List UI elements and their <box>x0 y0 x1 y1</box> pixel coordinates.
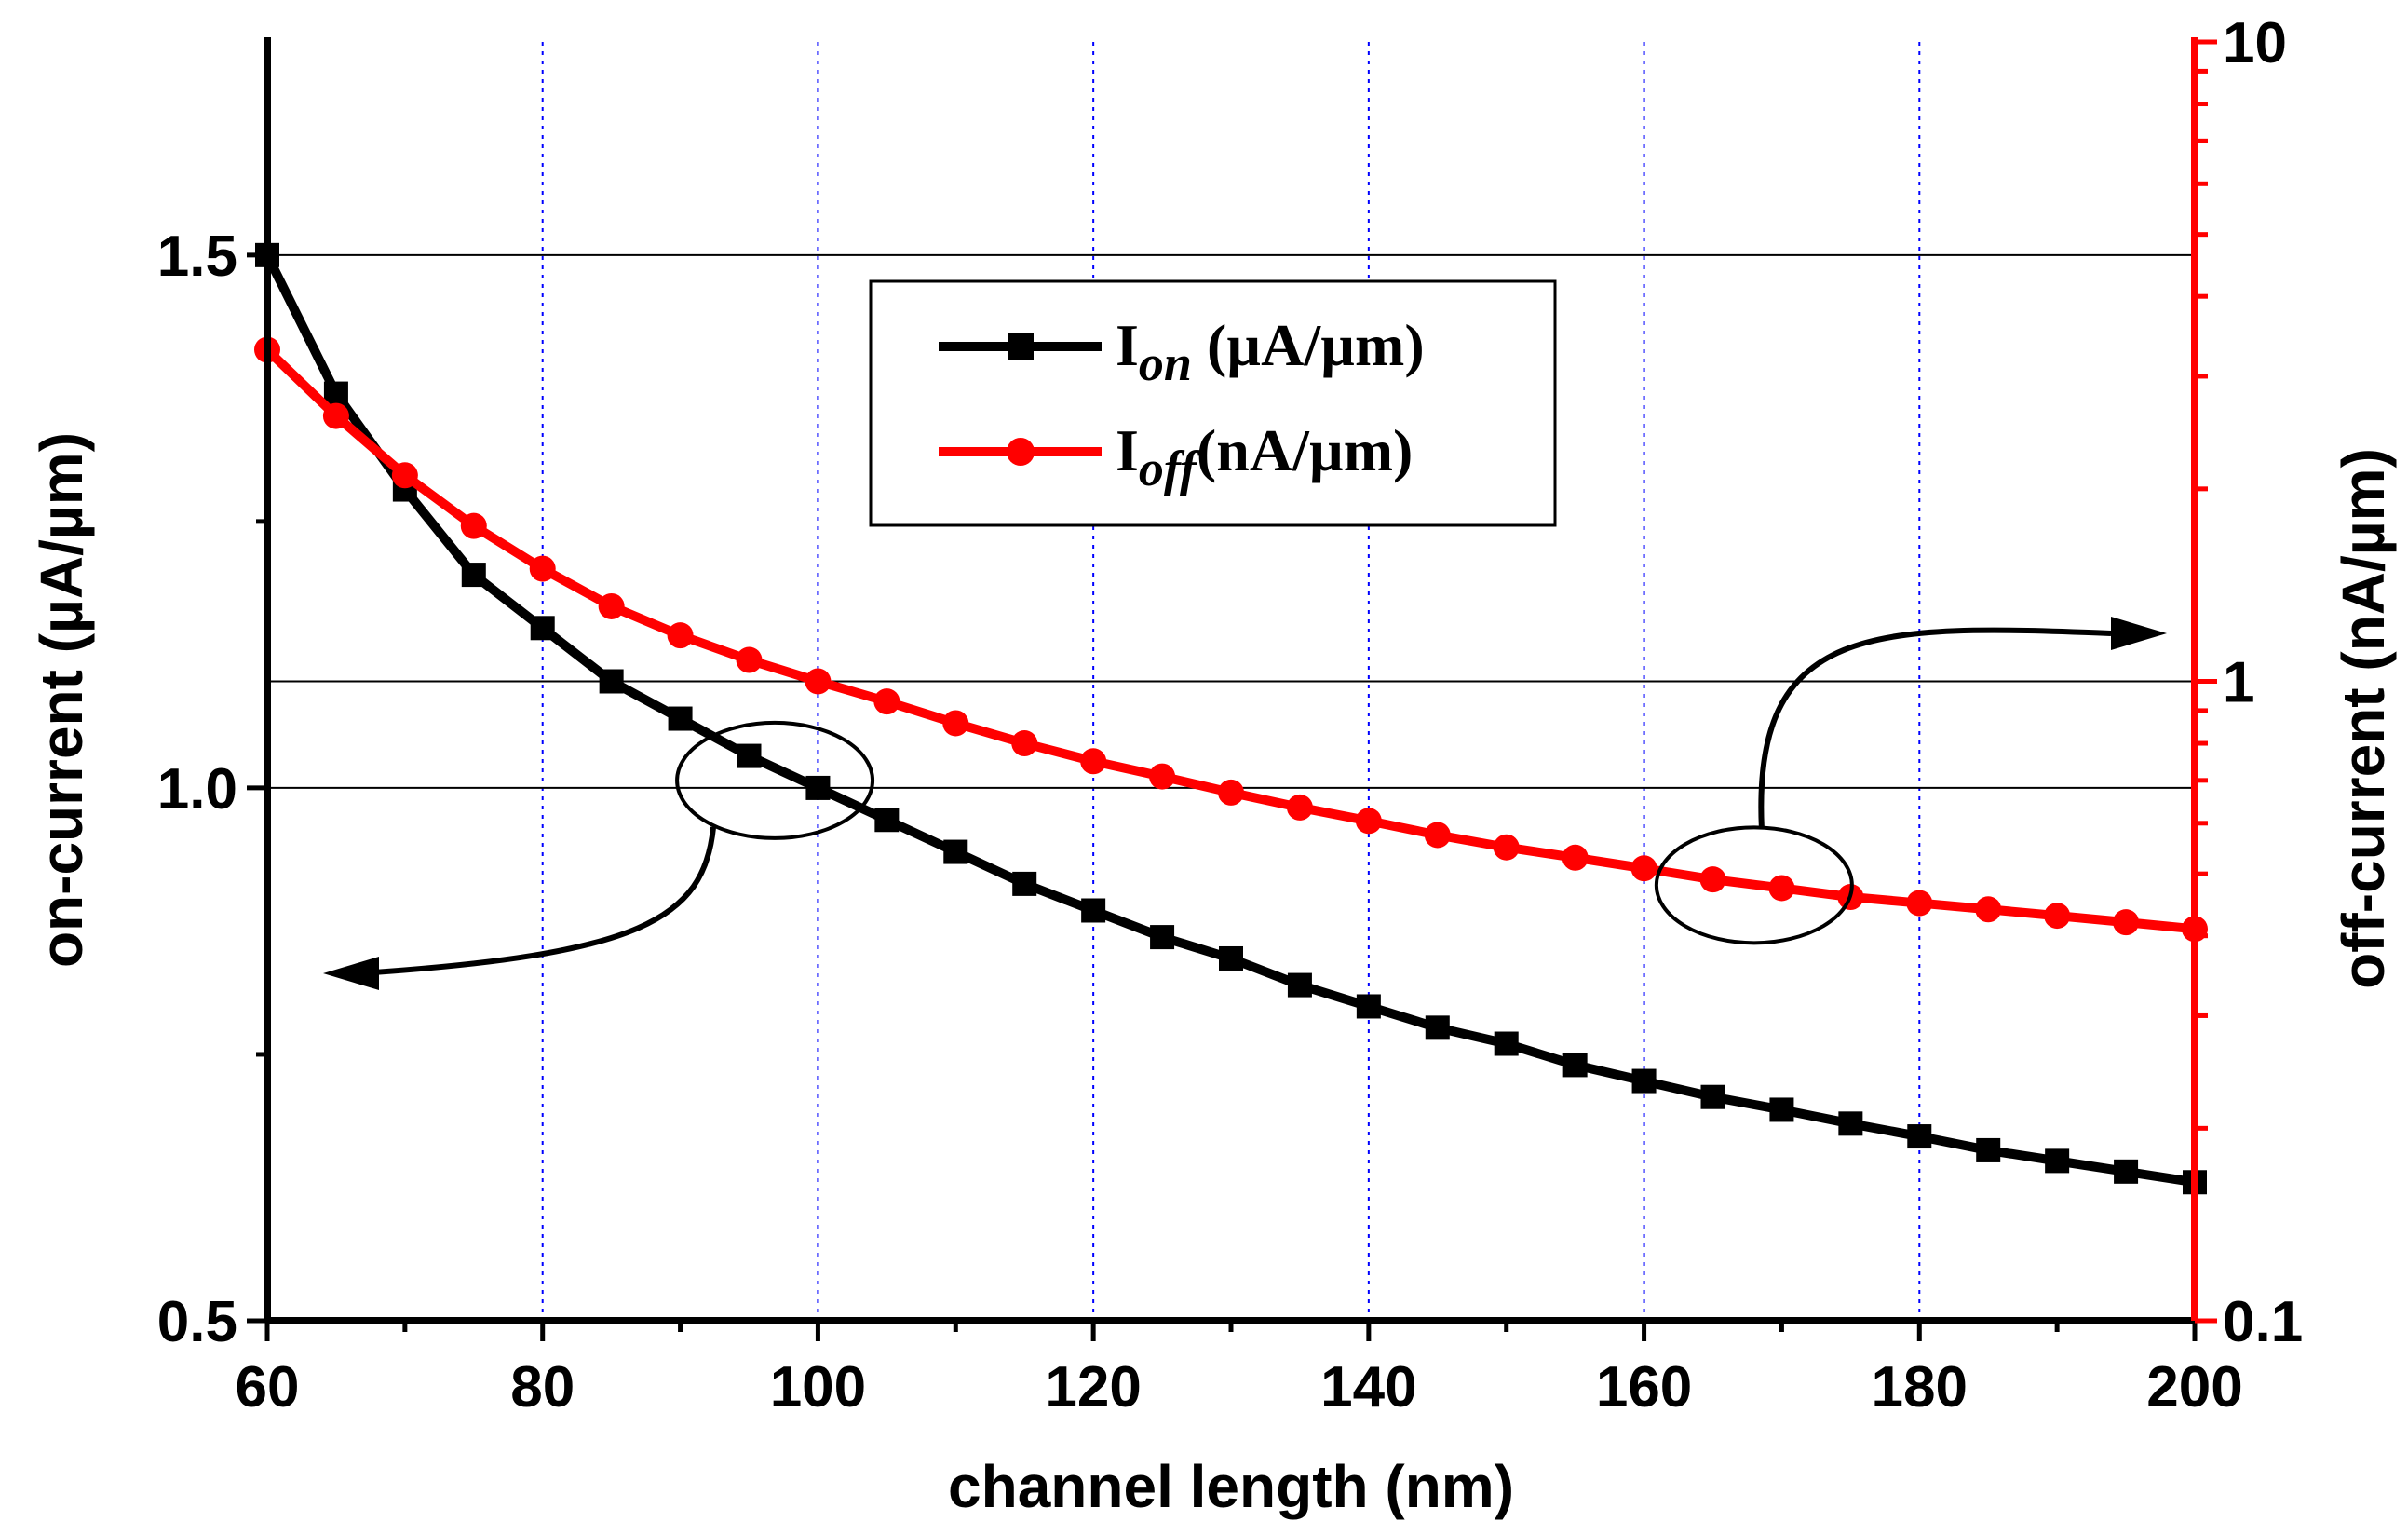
point-off <box>1011 730 1038 757</box>
point-on <box>1494 1031 1519 1056</box>
point-off <box>1699 866 1726 893</box>
annotations <box>323 617 2167 990</box>
point-on <box>1425 1015 1450 1040</box>
y-left-tick-label: 1.0 <box>157 757 237 822</box>
y-left-axis-title: on-current (µA/µm) <box>28 432 95 968</box>
point-on <box>599 669 624 694</box>
point-off <box>667 622 694 649</box>
point-on <box>1012 871 1037 896</box>
x-tick-label: 60 <box>236 1355 300 1420</box>
y-right-tick-label: 1 <box>2223 651 2254 715</box>
axes: 60 80 100 120 140 160 180 200 0.5 1.0 1.5 0.1 1 10 <box>157 11 2303 1420</box>
legend-label-sub: off <box>1139 441 1201 496</box>
point-off <box>1975 896 2002 923</box>
legend-marker-off <box>1007 438 1035 466</box>
series-layer <box>254 242 2208 1195</box>
y-left-tick-label: 1.5 <box>157 224 237 289</box>
point-on <box>1356 994 1381 1019</box>
point-on <box>2045 1148 2070 1174</box>
x-axis-title: channel length (nm) <box>948 1453 1514 1520</box>
point-off <box>460 512 487 539</box>
off-current-arrow <box>1758 627 2112 828</box>
point-on <box>737 743 762 768</box>
point-on <box>1150 925 1175 950</box>
legend: Ion (µA/µm)Ioff(nA/µm) <box>869 279 1557 527</box>
point-on <box>1631 1068 1657 1094</box>
y-right-axis-title: off-current (nA/µm) <box>2330 448 2397 989</box>
point-on <box>1081 898 1106 923</box>
legend-label-sub: on <box>1139 335 1192 391</box>
point-on <box>1287 972 1312 998</box>
point-on <box>530 616 555 641</box>
point-on <box>1562 1053 1588 1078</box>
x-tick-label: 120 <box>1045 1355 1141 1420</box>
point-on <box>1907 1124 1932 1149</box>
point-off <box>1906 890 1933 917</box>
point-off <box>391 462 418 489</box>
point-off <box>1080 748 1107 775</box>
off-current-arrowhead <box>2111 617 2167 650</box>
point-off <box>1218 779 1244 806</box>
on-current-ellipse <box>675 720 875 840</box>
x-tick-label: 100 <box>770 1355 866 1420</box>
grid-lines <box>267 42 2195 1321</box>
point-off <box>1286 794 1313 821</box>
point-on <box>1700 1084 1725 1109</box>
legend-marker-on <box>1008 333 1034 360</box>
on-current-arrow <box>359 826 717 976</box>
legend-label-unit: (µA/µm) <box>1192 312 1425 378</box>
legend-box <box>869 279 1557 527</box>
point-on <box>1838 1111 1863 1136</box>
point-off <box>873 688 900 715</box>
x-tick-label: 200 <box>2146 1355 2242 1420</box>
point-on <box>805 775 831 800</box>
point-off <box>1493 834 1520 861</box>
off-current-ellipse <box>1654 825 1854 945</box>
point-off <box>598 592 625 619</box>
point-off <box>1355 808 1382 835</box>
x-tick-label: 140 <box>1320 1355 1416 1420</box>
point-on <box>2114 1159 2139 1184</box>
point-on <box>323 381 348 406</box>
point-off <box>2044 903 2071 930</box>
point-off <box>322 402 349 429</box>
legend-label-off: Ioff(nA/µm) <box>1116 417 1413 496</box>
point-off <box>1149 763 1176 790</box>
point-off <box>2113 909 2140 936</box>
point-off <box>1424 822 1451 849</box>
y-left-tick-label: 0.5 <box>157 1290 237 1354</box>
point-off <box>805 668 832 695</box>
point-on <box>1976 1137 2001 1162</box>
y-right-tick-label: 0.1 <box>2223 1290 2303 1354</box>
point-off <box>529 555 556 582</box>
point-off <box>1768 875 1795 902</box>
legend-label-main: I <box>1116 312 1139 378</box>
x-tick-label: 80 <box>510 1355 575 1420</box>
point-on <box>1769 1097 1794 1122</box>
point-off <box>942 710 969 737</box>
y-right-tick-label: 10 <box>2223 11 2287 75</box>
point-off <box>736 646 763 673</box>
point-on <box>943 839 968 864</box>
point-off <box>1562 844 1589 871</box>
point-on <box>874 808 900 833</box>
x-tick-label: 160 <box>1596 1355 1692 1420</box>
x-tick-label: 180 <box>1872 1355 1968 1420</box>
legend-label-on: Ion (µA/µm) <box>1116 312 1425 391</box>
point-on <box>1219 945 1243 971</box>
point-off <box>1630 855 1657 882</box>
legend-label-main: I <box>1116 417 1139 483</box>
legend-label-unit: (nA/µm) <box>1197 417 1413 483</box>
on-current-arrowhead <box>323 957 379 990</box>
point-on <box>461 563 486 588</box>
point-on <box>668 706 693 731</box>
